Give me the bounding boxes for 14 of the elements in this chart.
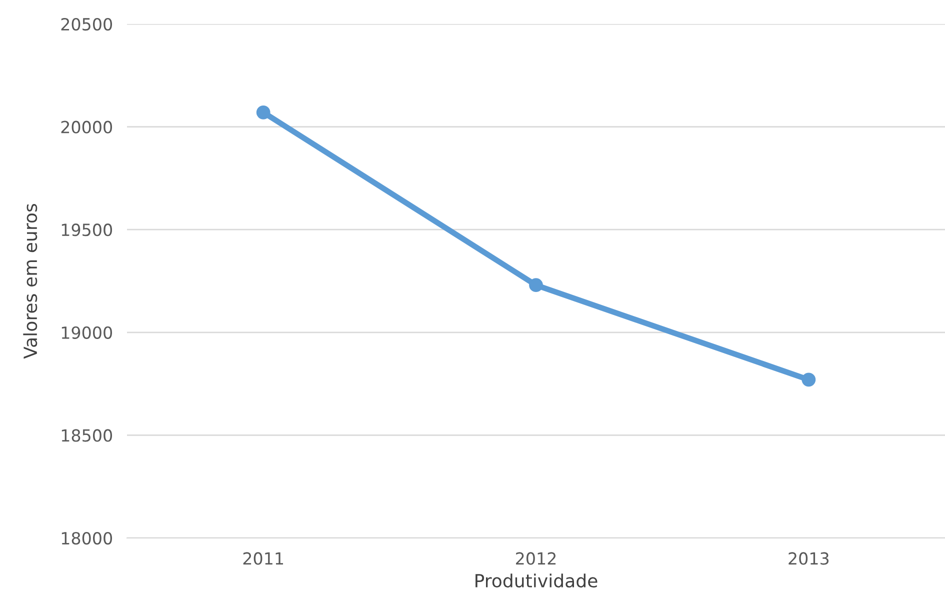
y-tick-label: 19000	[62, 326, 112, 339]
point	[802, 372, 816, 387]
y-tick-label: 20500	[61, 18, 112, 31]
y-tick-label: 20000	[61, 120, 112, 134]
point	[256, 105, 270, 120]
x-axis-title: Produtividade	[476, 574, 598, 588]
x-tick-label: 2012	[516, 552, 556, 565]
y-tick-label: 18500	[62, 429, 112, 442]
x-tick-label: 2011	[243, 552, 283, 565]
point	[529, 278, 543, 292]
y-axis-title: Valores em euros	[23, 204, 38, 359]
y-tick-label: 18000	[62, 532, 112, 545]
y-tick-label: 19500	[62, 224, 112, 236]
x-tick-label: 2013	[788, 552, 829, 565]
